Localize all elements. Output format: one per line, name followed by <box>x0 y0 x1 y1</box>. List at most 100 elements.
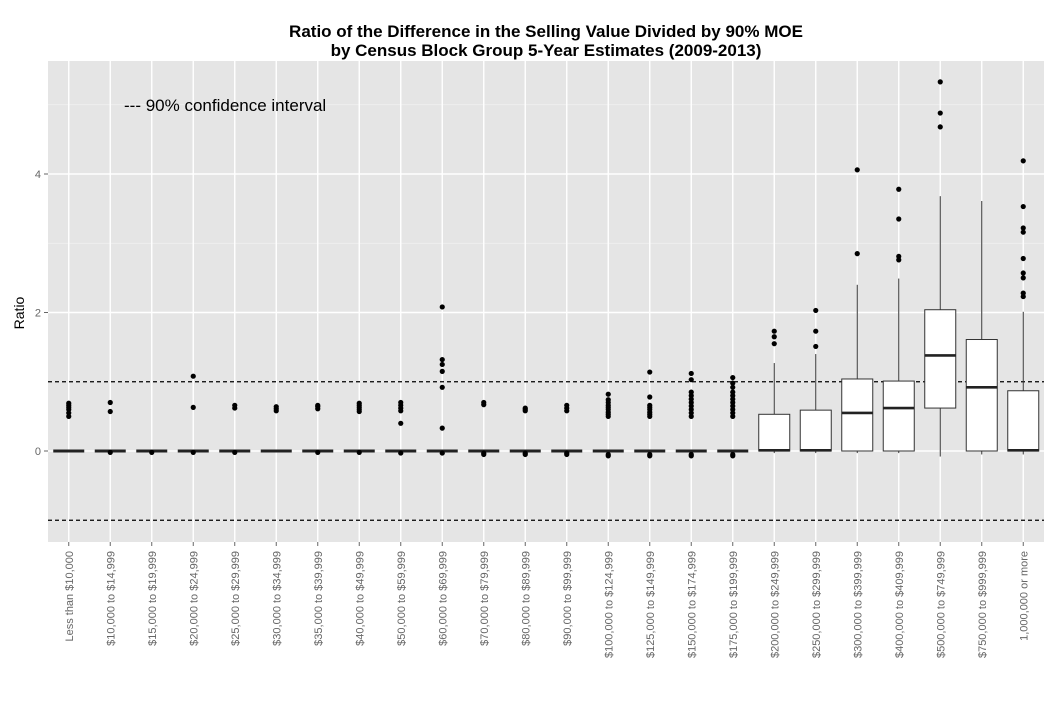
outlier-point <box>1020 225 1026 231</box>
box-17 <box>758 328 791 454</box>
outlier-point <box>771 341 777 347</box>
box-6 <box>302 402 334 455</box>
outlier-point <box>439 368 445 374</box>
outlier-point <box>398 420 404 426</box>
x-tick-label: Less than $10,000 <box>64 551 76 642</box>
x-tick-label: $20,000 to $24,999 <box>188 551 200 646</box>
outlier-point <box>1020 203 1026 210</box>
outlier-point <box>1020 275 1026 281</box>
plot-panel <box>48 61 1044 542</box>
outlier-point <box>730 374 736 381</box>
x-tick-label: $70,000 to $79,999 <box>479 551 491 646</box>
chart-subtitle: by Census Block Group 5-Year Estimates (… <box>330 41 762 60</box>
outlier-point <box>605 397 611 403</box>
outlier-point <box>315 449 321 455</box>
box-14 <box>634 369 666 459</box>
x-tick-label: $25,000 to $29,999 <box>230 551 242 646</box>
outlier-point <box>356 400 362 406</box>
x-tick-label: $40,000 to $49,999 <box>354 551 366 646</box>
outlier-point <box>66 400 72 406</box>
x-tick-label: $250,000 to $299,999 <box>811 551 823 658</box>
outlier-point <box>481 450 487 456</box>
outlier-point <box>149 449 155 455</box>
outlier-point <box>771 334 777 340</box>
box-0 <box>53 400 85 453</box>
outlier-point <box>398 399 404 406</box>
box-22 <box>965 201 998 455</box>
box-18 <box>799 307 832 454</box>
box-body <box>758 413 791 452</box>
outlier-point <box>647 451 653 458</box>
outlier-point <box>730 384 736 390</box>
x-tick-label: $750,000 to $999,999 <box>977 551 989 658</box>
outlier-point <box>190 404 196 410</box>
x-tick-label: $30,000 to $34,999 <box>271 551 283 646</box>
outlier-point <box>481 399 487 406</box>
outlier-point <box>647 369 653 375</box>
outlier-point <box>273 404 279 410</box>
outlier-point <box>937 79 943 85</box>
box-body <box>882 380 915 452</box>
box-body <box>799 409 832 452</box>
x-tick-label: $175,000 to $199,999 <box>728 551 740 658</box>
outlier-point <box>439 450 445 456</box>
box-23 <box>1007 158 1040 455</box>
outlier-point <box>854 167 860 173</box>
outlier-point <box>398 450 404 456</box>
box-4 <box>219 402 251 455</box>
box-11 <box>509 405 541 458</box>
box-21 <box>924 79 957 457</box>
box-12 <box>551 402 583 458</box>
box-20 <box>882 186 915 454</box>
box-16 <box>717 374 749 459</box>
box-5 <box>260 404 292 453</box>
confidence-interval-annotation: --- 90% confidence interval <box>124 96 326 115</box>
outlier-point <box>647 402 653 408</box>
outlier-point <box>1020 229 1026 235</box>
outlier-point <box>730 380 736 386</box>
box-body <box>1007 390 1040 452</box>
box-13 <box>592 391 624 459</box>
outlier-point <box>730 389 736 395</box>
x-tick-label: $500,000 to $749,999 <box>935 551 947 658</box>
y-tick-label: 4 <box>35 169 41 181</box>
box-8 <box>385 399 417 456</box>
x-tick-label: $200,000 to $249,999 <box>769 551 781 658</box>
x-tick-label: $125,000 to $149,999 <box>645 551 657 658</box>
outlier-point <box>107 449 113 455</box>
x-tick-label: $90,000 to $99,999 <box>562 551 574 646</box>
outlier-point <box>854 251 860 257</box>
box-15 <box>675 370 707 459</box>
outlier-point <box>1020 270 1026 276</box>
outlier-point <box>771 328 777 334</box>
outlier-point <box>439 425 445 431</box>
x-tick-label: $300,000 to $399,999 <box>852 551 864 658</box>
outlier-point <box>522 405 528 411</box>
x-tick-label: $400,000 to $409,999 <box>894 551 906 658</box>
x-tick-label: $15,000 to $19,999 <box>147 551 159 646</box>
outlier-point <box>813 343 819 350</box>
outlier-point <box>315 402 321 408</box>
outlier-point <box>439 361 445 368</box>
x-tick-label: $80,000 to $89,999 <box>520 551 532 646</box>
outlier-point <box>107 408 113 415</box>
outlier-point <box>730 451 736 458</box>
outlier-point <box>190 373 196 379</box>
y-axis-label: Ratio <box>11 296 27 329</box>
x-tick-label: $50,000 to $59,999 <box>396 551 408 646</box>
outlier-point <box>937 124 943 130</box>
box-body <box>924 309 957 409</box>
outlier-point <box>937 110 943 116</box>
box-body <box>841 378 874 452</box>
x-tick-label: $150,000 to $174,999 <box>686 551 698 658</box>
outlier-point <box>896 253 902 260</box>
y-tick-label: 0 <box>35 446 41 458</box>
box-10 <box>468 399 500 458</box>
box-1 <box>94 399 126 455</box>
outlier-point <box>1020 290 1026 296</box>
box-7 <box>343 400 375 455</box>
outlier-point <box>688 370 694 377</box>
outlier-point <box>564 450 570 456</box>
